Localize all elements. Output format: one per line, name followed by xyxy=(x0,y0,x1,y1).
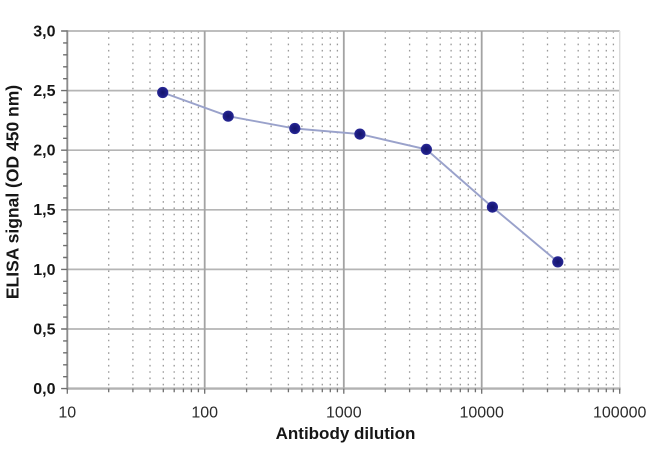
svg-text:100000: 100000 xyxy=(593,405,646,422)
svg-text:1,5: 1,5 xyxy=(33,202,55,219)
svg-text:0,5: 0,5 xyxy=(33,321,55,338)
svg-text:100: 100 xyxy=(191,405,218,422)
svg-text:1000: 1000 xyxy=(326,405,362,422)
svg-text:Antibody dilution: Antibody dilution xyxy=(276,424,416,443)
svg-text:3,0: 3,0 xyxy=(33,23,55,40)
svg-text:1,0: 1,0 xyxy=(33,262,55,279)
svg-text:0,0: 0,0 xyxy=(33,381,55,398)
svg-text:10: 10 xyxy=(58,405,76,422)
svg-text:2,5: 2,5 xyxy=(33,83,55,100)
svg-text:2,0: 2,0 xyxy=(33,143,55,160)
svg-text:10000: 10000 xyxy=(459,405,504,422)
svg-text:ELISA signal (OD 450 nm): ELISA signal (OD 450 nm) xyxy=(3,85,23,299)
